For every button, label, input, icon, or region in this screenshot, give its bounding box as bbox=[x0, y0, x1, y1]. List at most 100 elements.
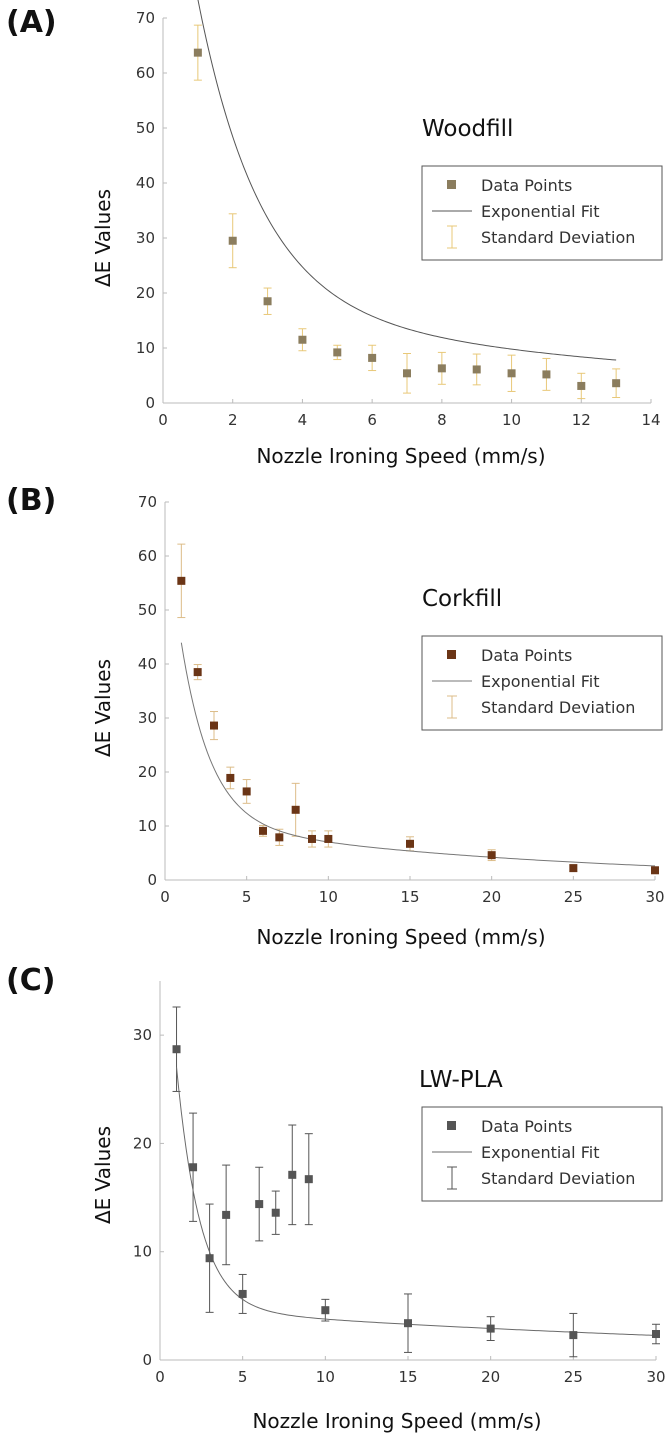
legend-point-swatch bbox=[447, 1121, 456, 1130]
chart-b: (B) 0 5 10 15 20 25 30 0 10 20 30 40 50 60 70 Corkfill… bbox=[6, 483, 665, 949]
y-tick-label: 50 bbox=[138, 601, 157, 619]
y-tick-label: 0 bbox=[142, 1351, 152, 1369]
y-axis-label: ΔE Values bbox=[91, 1126, 115, 1224]
data-point bbox=[275, 833, 284, 842]
data-points bbox=[193, 48, 621, 390]
legend-label: Exponential Fit bbox=[481, 672, 599, 691]
ticks: 0 5 10 15 20 25 30 0 10 20 30 bbox=[133, 1026, 666, 1386]
panel-c: (C) 0 5 10 15 20 25 30 0 10 20 30 LW-PLA Data Poin… bbox=[0, 957, 671, 1438]
data-point bbox=[177, 576, 186, 585]
data-point bbox=[487, 851, 496, 860]
data-point bbox=[288, 1170, 297, 1179]
y-tick-label: 60 bbox=[136, 64, 155, 82]
data-point bbox=[263, 297, 272, 306]
x-tick-label: 6 bbox=[367, 411, 377, 429]
legend-point-swatch bbox=[447, 180, 456, 189]
data-point bbox=[259, 826, 267, 835]
x-tick-label: 8 bbox=[437, 411, 447, 429]
chart-c: (C) 0 5 10 15 20 25 30 0 10 20 30 LW-PLA Data Poin… bbox=[6, 963, 666, 1433]
x-tick-label: 4 bbox=[298, 411, 308, 429]
x-tick-label: 25 bbox=[564, 1368, 583, 1386]
data-point bbox=[238, 1289, 247, 1298]
data-point bbox=[222, 1210, 231, 1219]
data-point bbox=[569, 1331, 578, 1340]
exponential-fit-line bbox=[180, 642, 656, 867]
data-point bbox=[255, 1200, 264, 1209]
legend-box bbox=[421, 1106, 663, 1202]
x-tick-label: 10 bbox=[316, 1368, 335, 1386]
x-tick-label: 30 bbox=[645, 888, 664, 906]
data-point bbox=[242, 787, 251, 796]
legend-label: Data Points bbox=[481, 176, 572, 195]
data-point bbox=[333, 348, 342, 357]
legend-error-swatch bbox=[447, 695, 457, 719]
x-tick-label: 0 bbox=[158, 411, 168, 429]
y-tick-label: 0 bbox=[145, 394, 155, 412]
legend-label: Data Points bbox=[481, 1117, 572, 1136]
legend-label: Standard Deviation bbox=[481, 698, 635, 717]
data-point bbox=[193, 48, 202, 57]
y-tick-label: 70 bbox=[138, 493, 157, 511]
legend-box bbox=[421, 635, 663, 731]
legend-error-swatch bbox=[447, 1166, 457, 1190]
data-point bbox=[652, 1330, 660, 1339]
data-points bbox=[177, 576, 659, 875]
y-tick-label: 40 bbox=[138, 655, 157, 673]
panel-letter: (A) bbox=[6, 5, 57, 40]
data-point bbox=[403, 369, 411, 378]
legend-label: Standard Deviation bbox=[481, 1169, 635, 1188]
legend-error-swatch bbox=[447, 225, 457, 249]
x-tick-label: 2 bbox=[228, 411, 238, 429]
x-tick-label: 14 bbox=[641, 411, 660, 429]
x-tick-label: 10 bbox=[319, 888, 338, 906]
data-point bbox=[324, 834, 333, 843]
data-point bbox=[172, 1045, 181, 1054]
data-point bbox=[651, 866, 659, 875]
y-tick-label: 0 bbox=[147, 871, 157, 889]
legend: Data Points Exponential Fit Standard Dev… bbox=[421, 165, 663, 261]
data-points bbox=[172, 1045, 660, 1340]
legend-label: Data Points bbox=[481, 646, 572, 665]
data-point bbox=[193, 668, 202, 677]
y-tick-label: 20 bbox=[136, 284, 155, 302]
data-point bbox=[437, 364, 446, 373]
x-tick-label: 30 bbox=[646, 1368, 665, 1386]
data-point bbox=[189, 1163, 198, 1172]
panel-b: (B) 0 5 10 15 20 25 30 0 10 20 30 40 50 60 70 Corkfill… bbox=[0, 478, 671, 957]
ticks: 0 2 4 6 8 10 12 14 0 10 20 30 40 50 60 70 bbox=[136, 9, 661, 429]
data-point bbox=[321, 1306, 330, 1315]
x-tick-label: 15 bbox=[398, 1368, 417, 1386]
legend-label: Standard Deviation bbox=[481, 228, 635, 247]
data-point bbox=[569, 864, 578, 873]
y-axis-label: ΔE Values bbox=[91, 189, 115, 287]
y-tick-label: 40 bbox=[136, 174, 155, 192]
material-title: Woodfill bbox=[422, 116, 513, 142]
data-point bbox=[404, 1319, 412, 1328]
data-point bbox=[507, 369, 516, 378]
x-axis-label: Nozzle Ironing Speed (mm/s) bbox=[252, 1409, 541, 1433]
axes bbox=[162, 18, 651, 404]
material-title: Corkfill bbox=[422, 586, 502, 612]
x-tick-label: 10 bbox=[502, 411, 521, 429]
data-point bbox=[472, 365, 481, 374]
data-point bbox=[291, 805, 300, 814]
panel-letter: (C) bbox=[6, 963, 55, 998]
y-tick-label: 10 bbox=[133, 1243, 152, 1261]
x-tick-label: 5 bbox=[242, 888, 252, 906]
x-tick-label: 20 bbox=[481, 1368, 500, 1386]
y-tick-label: 30 bbox=[133, 1026, 152, 1044]
legend: Data Points Exponential Fit Standard Dev… bbox=[421, 635, 663, 731]
data-point bbox=[210, 721, 218, 730]
data-point bbox=[205, 1254, 214, 1263]
x-tick-label: 0 bbox=[160, 888, 170, 906]
y-tick-label: 50 bbox=[136, 119, 155, 137]
data-point bbox=[304, 1175, 313, 1184]
exponential-fit-line bbox=[197, 0, 617, 361]
x-axis-label: Nozzle Ironing Speed (mm/s) bbox=[256, 925, 545, 949]
y-tick-label: 20 bbox=[138, 763, 157, 781]
y-tick-label: 10 bbox=[136, 339, 155, 357]
x-tick-label: 25 bbox=[564, 888, 583, 906]
y-tick-label: 10 bbox=[138, 817, 157, 835]
data-point bbox=[271, 1208, 280, 1217]
